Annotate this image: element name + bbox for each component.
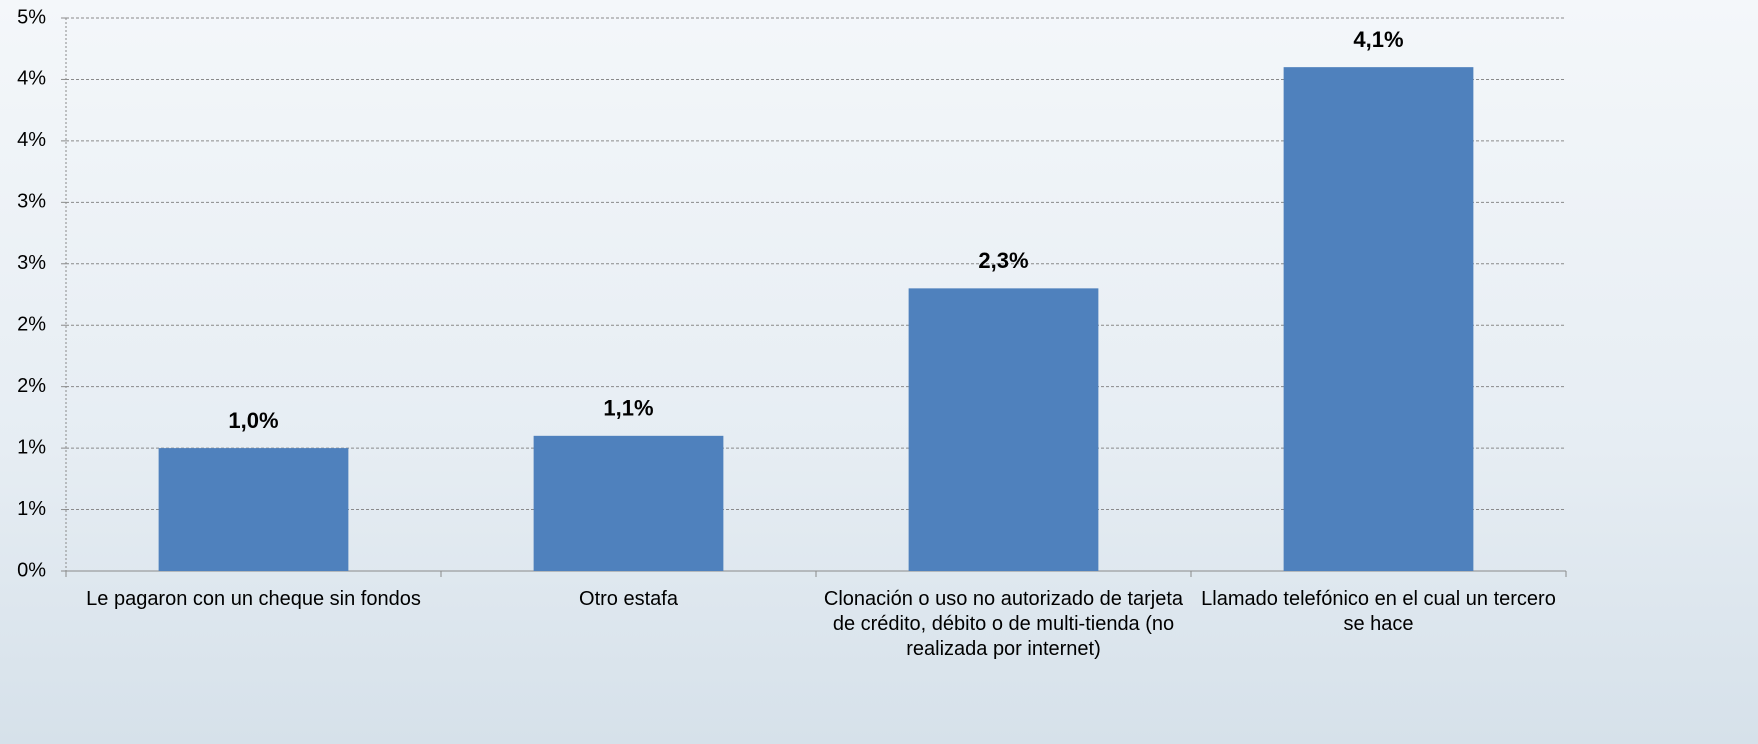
y-tick-label: 0% xyxy=(17,559,46,581)
data-label: 2,3% xyxy=(978,248,1028,273)
y-tick-label: 4% xyxy=(17,129,46,151)
bar xyxy=(908,288,1099,571)
y-tick-label: 2% xyxy=(17,314,46,336)
data-label: 1,0% xyxy=(228,408,278,433)
data-label: 4,1% xyxy=(1353,27,1403,52)
x-tick-label: Otro estafa xyxy=(579,588,678,610)
bar xyxy=(533,435,724,571)
y-tick-label: 3% xyxy=(17,252,46,274)
bar xyxy=(158,448,349,571)
data-label: 1,1% xyxy=(603,396,653,421)
x-tick-label: Le pagaron con un cheque sin fondos xyxy=(86,588,421,610)
y-tick-label: 1% xyxy=(17,436,46,458)
y-tick-label: 1% xyxy=(17,498,46,520)
y-tick-label: 5% xyxy=(17,6,46,28)
bar xyxy=(1283,67,1474,572)
y-tick-label: 2% xyxy=(17,375,46,397)
x-tick-label: Clonación o uso no autorizado de tarjeta… xyxy=(823,588,1184,660)
y-tick-label: 4% xyxy=(17,68,46,90)
x-tick-label: Llamado telefónico en el cual un tercero… xyxy=(1201,588,1556,635)
y-tick-label: 3% xyxy=(17,191,46,213)
